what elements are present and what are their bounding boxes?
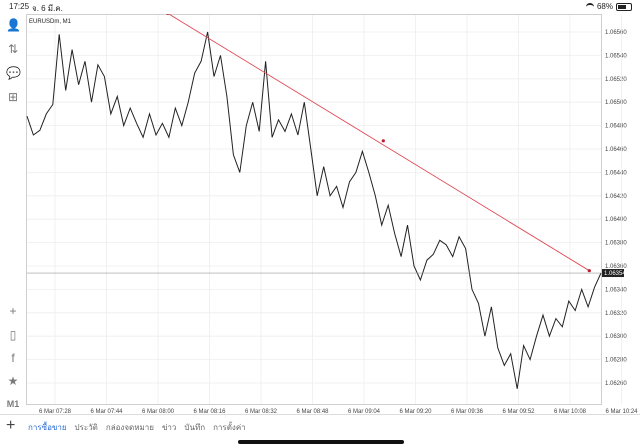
y-tick-label: 1.06260 <box>605 381 627 387</box>
x-tick-label: 6 Mar 09:36 <box>451 409 484 414</box>
y-tick-label: 1.06520 <box>605 77 627 83</box>
bottom-tabs: การซื้อขาย ประวัติ กล่องจดหมาย ข่าว บันทึก กา… <box>28 421 246 434</box>
trendline-anchor <box>587 269 591 273</box>
chat-icon[interactable]: 💬 <box>6 66 21 80</box>
indicator-icon[interactable]: f <box>11 351 15 365</box>
left-toolbar: 👤 ⇅ 💬 ⊞ + ▯ f ★ M1 <box>0 14 26 414</box>
x-tick-label: 6 Mar 09:52 <box>502 409 535 414</box>
tab-4[interactable]: บันทึก <box>184 423 206 432</box>
x-tick-label: 6 Mar 10:24 <box>605 409 638 414</box>
status-bar: 17:25 จ. 6 มี.ค. 68% <box>0 0 640 14</box>
y-tick-label: 1.06440 <box>605 170 627 176</box>
home-indicator <box>238 440 404 444</box>
tab-3[interactable]: ข่าว <box>161 423 177 432</box>
crosshair-icon[interactable]: + <box>9 304 17 318</box>
x-tick-label: 6 Mar 08:00 <box>142 409 175 414</box>
y-tick-label: 1.06360 <box>605 264 627 270</box>
chart-svg[interactable]: 1.06560 1.06540 1.06520 1.06500 1.06480 1.064… <box>26 11 640 415</box>
current-price-label: 1.06354 <box>604 271 626 277</box>
battery-percent: 68% <box>596 2 613 11</box>
add-chart-icon[interactable]: ⊞ <box>7 90 19 104</box>
y-tick-label: 1.06380 <box>605 241 627 247</box>
x-tick-label: 6 Mar 07:28 <box>39 409 72 414</box>
trendline-anchor <box>381 139 385 143</box>
x-tick-label: 6 Mar 10:08 <box>554 409 587 414</box>
trendline <box>167 12 590 272</box>
objects-icon[interactable]: ★ <box>7 374 19 388</box>
y-tick-label: 1.06400 <box>605 217 627 223</box>
y-tick-label: 1.06320 <box>605 311 627 317</box>
wifi-icon <box>585 2 594 11</box>
y-tick-label: 1.06420 <box>605 194 627 200</box>
current-price-box <box>602 269 624 278</box>
status-right: 68% <box>585 2 632 11</box>
add-icon[interactable]: + <box>6 417 16 434</box>
y-tick-label: 1.06560 <box>605 30 627 36</box>
tab-0[interactable]: การซื้อขาย <box>28 423 67 432</box>
price-line <box>26 31 602 389</box>
tab-2[interactable]: กล่องจดหมาย <box>105 423 154 432</box>
timeframe-button[interactable]: M1 <box>6 399 20 409</box>
chart-title: EURUSDm, M1 <box>29 19 72 25</box>
bottom-bar: + การซื้อขาย ประวัติ กล่องจดหมาย ข่าว บันทึก… <box>0 414 640 437</box>
user-icon[interactable]: 👤 <box>6 18 21 32</box>
status-time: 17:25 <box>9 2 30 11</box>
trade-icon[interactable]: ⇅ <box>7 42 19 56</box>
tab-1[interactable]: ประวัติ <box>74 423 98 432</box>
y-tick-label: 1.06300 <box>605 334 627 340</box>
y-tick-label: 1.06460 <box>605 147 627 153</box>
x-tick-label: 6 Mar 07:44 <box>90 409 123 414</box>
y-tick-label: 1.06280 <box>605 358 627 364</box>
y-tick-label: 1.06500 <box>605 100 627 106</box>
plot-area <box>26 14 602 405</box>
x-tick-label: 6 Mar 09:04 <box>348 409 381 414</box>
y-tick-label: 1.06340 <box>605 287 627 293</box>
status-date: จ. 6 มี.ค. <box>32 4 63 13</box>
x-tick-label: 6 Mar 08:16 <box>193 409 226 414</box>
x-tick-label: 6 Mar 08:32 <box>245 409 278 414</box>
y-tick-label: 1.06480 <box>605 124 627 130</box>
price-chart[interactable]: 1.06560 1.06540 1.06520 1.06500 1.06480 1.064… <box>26 11 640 415</box>
battery-icon <box>616 2 632 11</box>
x-tick-label: 6 Mar 09:20 <box>399 409 432 414</box>
y-tick-label: 1.06540 <box>605 53 627 59</box>
chart-type-icon[interactable]: ▯ <box>9 328 17 342</box>
tab-5[interactable]: การตั้งค่า <box>213 423 246 432</box>
x-tick-label: 6 Mar 08:48 <box>296 409 329 414</box>
